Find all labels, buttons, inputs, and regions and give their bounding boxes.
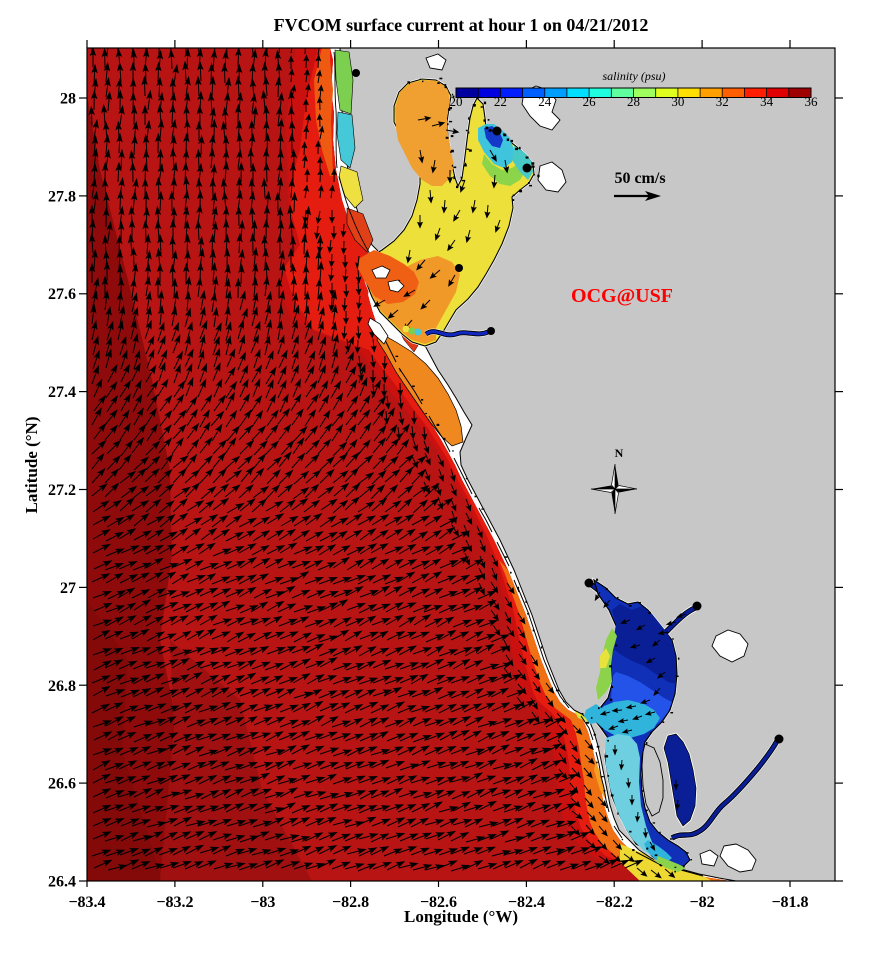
svg-text:27.8: 27.8 (48, 188, 76, 205)
svg-text:N: N (615, 446, 624, 460)
svg-text:−82.8: −82.8 (332, 894, 369, 911)
svg-text:28: 28 (627, 94, 640, 109)
svg-text:27.2: 27.2 (48, 482, 76, 499)
svg-text:50 cm/s: 50 cm/s (614, 170, 665, 187)
svg-text:Longitude (°W): Longitude (°W) (404, 907, 518, 926)
svg-text:26.4: 26.4 (48, 874, 76, 891)
svg-text:−82.6: −82.6 (420, 894, 457, 911)
svg-text:Latitude (°N): Latitude (°N) (22, 417, 41, 514)
svg-text:−83.4: −83.4 (68, 894, 105, 911)
svg-text:22: 22 (494, 94, 507, 109)
svg-text:20: 20 (450, 94, 463, 109)
svg-text:26.8: 26.8 (48, 678, 76, 695)
svg-text:26.6: 26.6 (48, 776, 76, 793)
svg-text:−82.4: −82.4 (508, 894, 545, 911)
svg-text:OCG@USF: OCG@USF (571, 285, 673, 307)
svg-text:salinity (psu): salinity (psu) (603, 69, 666, 83)
svg-text:−83: −83 (250, 894, 275, 911)
svg-text:−83.2: −83.2 (156, 894, 193, 911)
svg-text:FVCOM surface current at hour: FVCOM surface current at hour 1 on 04/21… (274, 15, 649, 35)
svg-text:27.6: 27.6 (48, 286, 76, 303)
svg-text:−81.8: −81.8 (771, 894, 808, 911)
svg-text:26: 26 (583, 94, 597, 109)
svg-text:30: 30 (671, 94, 684, 109)
svg-text:28: 28 (60, 91, 76, 108)
svg-text:34: 34 (760, 94, 774, 109)
svg-text:−82: −82 (690, 894, 715, 911)
svg-text:−82.2: −82.2 (596, 894, 633, 911)
svg-text:24: 24 (538, 94, 552, 109)
svg-text:27.4: 27.4 (48, 384, 76, 401)
svg-text:32: 32 (716, 94, 729, 109)
svg-text:36: 36 (805, 94, 819, 109)
svg-text:27: 27 (60, 580, 76, 597)
